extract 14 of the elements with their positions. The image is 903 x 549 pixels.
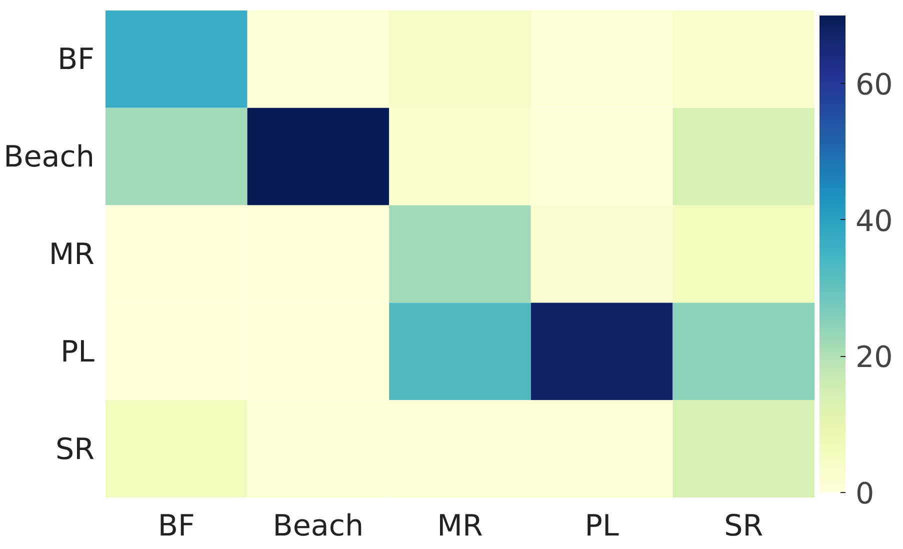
x-tick-label: PL (584, 508, 620, 542)
y-tick-label: BF (58, 42, 95, 76)
color-bar-label: 40 (856, 204, 893, 238)
x-tick-label: SR (724, 508, 764, 542)
color-bar-label: 0 (856, 476, 874, 510)
y-tick-label: Beach (4, 140, 95, 174)
color-bar-label: 20 (856, 340, 893, 374)
y-tick-label: SR (56, 432, 95, 466)
x-tick-label: BF (158, 508, 195, 542)
y-tick-label: PL (60, 334, 96, 368)
x-tick-label: Beach (272, 508, 364, 542)
color-bar-label: 60 (856, 68, 893, 102)
x-tick-label: MR (437, 508, 483, 542)
y-tick-label: MR (48, 237, 95, 271)
